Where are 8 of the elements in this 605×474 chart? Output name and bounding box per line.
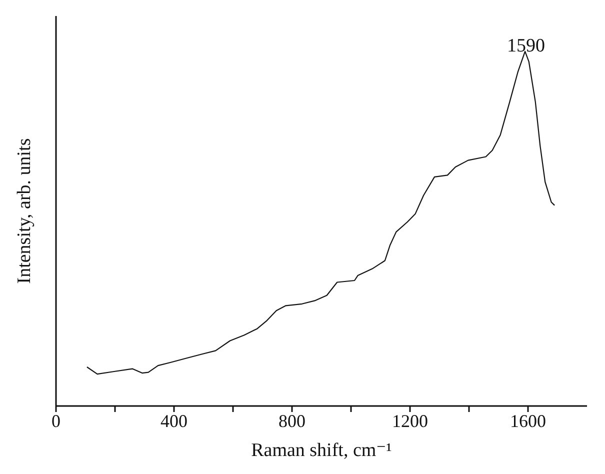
x-tick-label: 1200 <box>392 410 428 431</box>
y-axis-title: Intensity, arb. units <box>14 138 35 284</box>
x-axis-title: Raman shift, cm⁻¹ <box>251 440 392 461</box>
x-tick-label: 400 <box>160 410 188 431</box>
x-tick-label: 0 <box>52 410 60 431</box>
x-tick-label: 800 <box>278 410 306 431</box>
annotation: 1590 <box>506 35 545 56</box>
x-tick-label: 1600 <box>510 410 546 431</box>
